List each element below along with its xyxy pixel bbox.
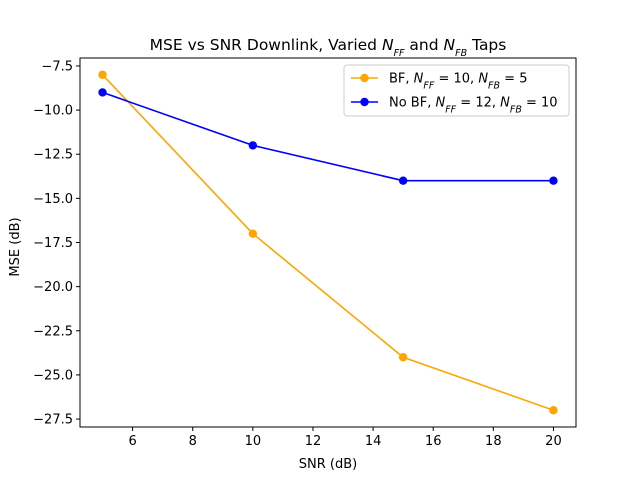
title-text-suffix: Taps [467, 36, 506, 54]
title-subscript-fb: FB [455, 48, 467, 59]
series-2-line [102, 91, 554, 182]
y-tick-label-3: −15.0 [33, 192, 73, 207]
legend-label-1: BF, NFF = 10, NFB = 5 [389, 72, 527, 92]
legend-entry-1: BF, NFF = 10, NFB = 5 [351, 72, 527, 92]
title-text-and: and [405, 36, 444, 54]
x-tick-label-12: 12 [305, 434, 322, 449]
legend: BF, NFF = 10, NFB = 5 No BF, NFF = 12, NF… [343, 64, 570, 117]
x-tick-label-8: 8 [189, 434, 197, 449]
series-1-point-4 [549, 406, 558, 415]
x-tick-label-16: 16 [425, 434, 442, 449]
title-symbol-n-ff: N [382, 36, 394, 54]
title-symbol-n-fb: N [444, 36, 456, 54]
series-2-point-3 [398, 176, 408, 185]
series-2-point-1 [98, 88, 107, 97]
plot-area [79, 57, 577, 428]
y-tick-label-8: −27.5 [33, 413, 73, 428]
x-tick-label-14: 14 [365, 434, 382, 449]
x-tick-label-18: 18 [485, 434, 502, 449]
series-1-point-2 [248, 229, 258, 238]
x-axis: 6 8 10 12 14 16 18 20 [128, 427, 562, 449]
legend-label-2: No BF, NFF = 12, NFB = 10 [389, 96, 558, 116]
y-tick-label-7: −25.0 [33, 368, 73, 383]
x-tick-label-10: 10 [245, 434, 262, 449]
title-subscript-ff: FF [394, 48, 405, 59]
y-axis-label: MSE (dB) [8, 217, 23, 276]
chart-title: MSE vs SNR Downlink, Varied NFF and NFB … [150, 36, 507, 59]
series-1-point-1 [98, 70, 107, 79]
title-text-prefix: MSE vs SNR Downlink, Varied [150, 36, 382, 54]
plot-background [80, 58, 576, 427]
x-axis-label: SNR (dB) [299, 457, 357, 472]
y-tick-label-5: −20.0 [33, 280, 73, 295]
y-tick-label-2: −12.5 [33, 148, 73, 163]
y-axis: −7.5 −10.0 −12.5 −15.0 −17.5 −20.0 −22.5 −25.0 −… [33, 59, 80, 428]
legend-entry-2: No BF, NFF = 12, NFB = 10 [351, 96, 558, 116]
y-tick-label-1: −10.0 [33, 104, 73, 119]
x-tick-label-6: 6 [128, 434, 136, 449]
series-2-point-2 [248, 141, 258, 150]
series-1-point-3 [398, 353, 408, 362]
legend-marker-1 [360, 73, 369, 83]
legend-box [343, 64, 570, 117]
legend-marker-2 [360, 97, 369, 107]
y-tick-label-4: −17.5 [33, 236, 73, 251]
y-tick-label-6: −22.5 [33, 324, 73, 339]
series-1 [98, 70, 558, 415]
y-tick-label-0: −7.5 [41, 59, 73, 74]
series-1-line [101, 74, 554, 411]
x-tick-label-20: 20 [545, 434, 562, 449]
series-2 [98, 88, 558, 185]
series-2-point-4 [549, 176, 558, 185]
